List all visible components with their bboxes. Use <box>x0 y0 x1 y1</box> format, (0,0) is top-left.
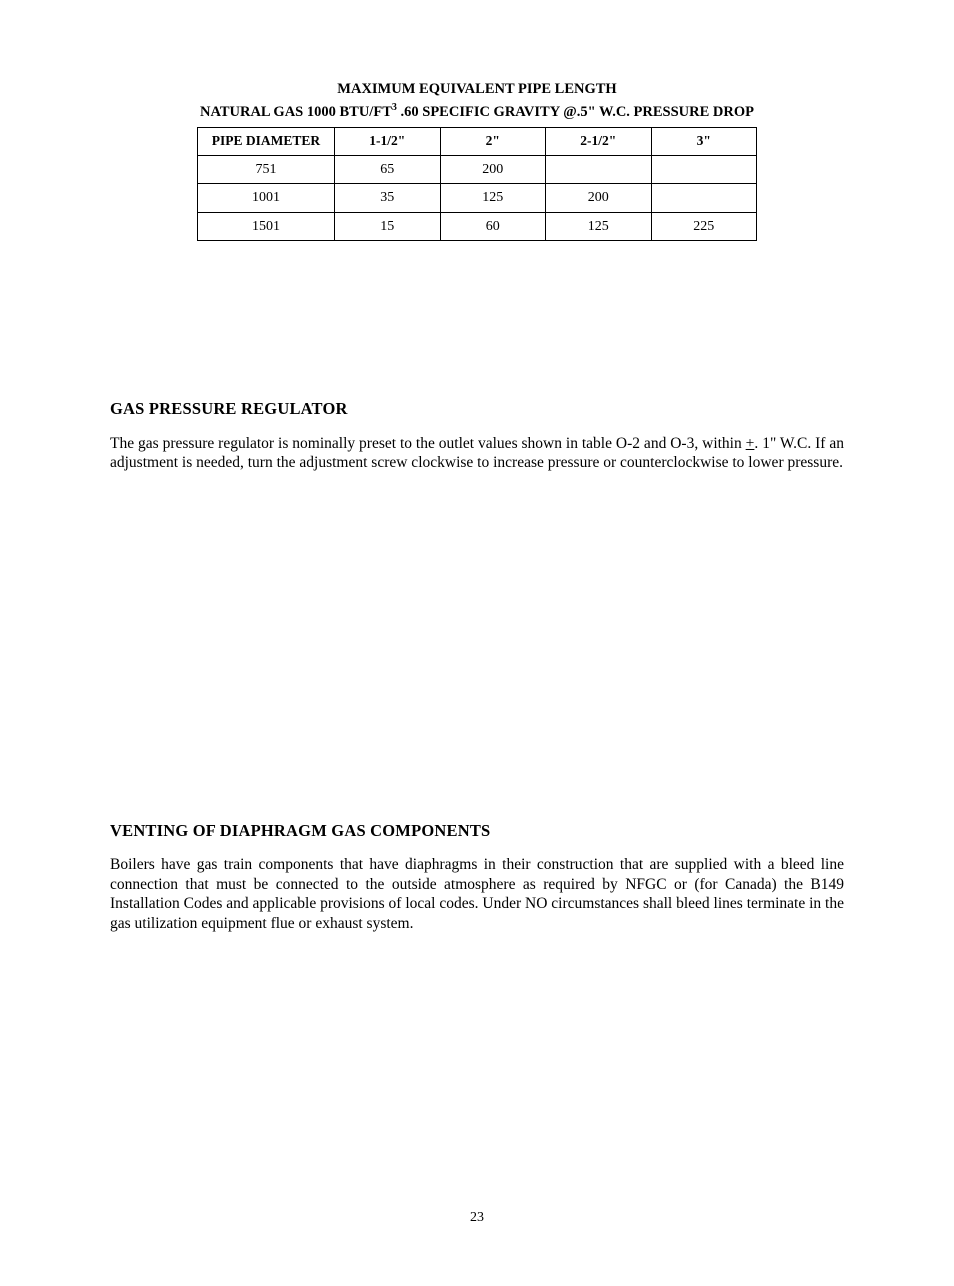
spacer <box>110 241 844 399</box>
table-header-row: PIPE DIAMETER 1-1/2" 2" 2-1/2" 3" <box>198 128 757 156</box>
cell: 225 <box>651 212 757 241</box>
col-header: 2-1/2" <box>546 128 652 156</box>
cell: 65 <box>335 155 441 184</box>
cell: 200 <box>440 155 546 184</box>
table-title-pre: NATURAL GAS 1000 BTU/FT <box>200 104 392 120</box>
page-number: 23 <box>110 1209 844 1227</box>
cell: 751 <box>198 155 335 184</box>
pipe-length-table: PIPE DIAMETER 1-1/2" 2" 2-1/2" 3" 751 65… <box>197 127 757 241</box>
table-row: 751 65 200 <box>198 155 757 184</box>
cell: 1001 <box>198 184 335 213</box>
cell: 15 <box>335 212 441 241</box>
table-title-line1: MAXIMUM EQUIVALENT PIPE LENGTH <box>110 80 844 98</box>
cell <box>651 184 757 213</box>
col-header: 2" <box>440 128 546 156</box>
cell: 60 <box>440 212 546 241</box>
section-heading-venting: VENTING OF DIAPHRAGM GAS COMPONENTS <box>110 821 844 842</box>
cell: 200 <box>546 184 652 213</box>
cell <box>651 155 757 184</box>
section-paragraph-gas-regulator: The gas pressure regulator is nominally … <box>110 434 844 473</box>
col-header: 3" <box>651 128 757 156</box>
section-paragraph-venting: Boilers have gas train components that h… <box>110 855 844 933</box>
table-title-line2: NATURAL GAS 1000 BTU/FT3 .60 SPECIFIC GR… <box>110 102 844 121</box>
col-header: 1-1/2" <box>335 128 441 156</box>
para-pre: The gas pressure regulator is nominally … <box>110 435 746 452</box>
cell: 1501 <box>198 212 335 241</box>
table-row: 1501 15 60 125 225 <box>198 212 757 241</box>
cell <box>546 155 652 184</box>
col-header: PIPE DIAMETER <box>198 128 335 156</box>
spacer <box>110 473 844 821</box>
cell: 125 <box>546 212 652 241</box>
table-row: 1001 35 125 200 <box>198 184 757 213</box>
table-title-post: .60 SPECIFIC GRAVITY @.5" W.C. PRESSURE … <box>397 104 754 120</box>
section-heading-gas-regulator: GAS PRESSURE REGULATOR <box>110 399 844 420</box>
cell: 35 <box>335 184 441 213</box>
cell: 125 <box>440 184 546 213</box>
